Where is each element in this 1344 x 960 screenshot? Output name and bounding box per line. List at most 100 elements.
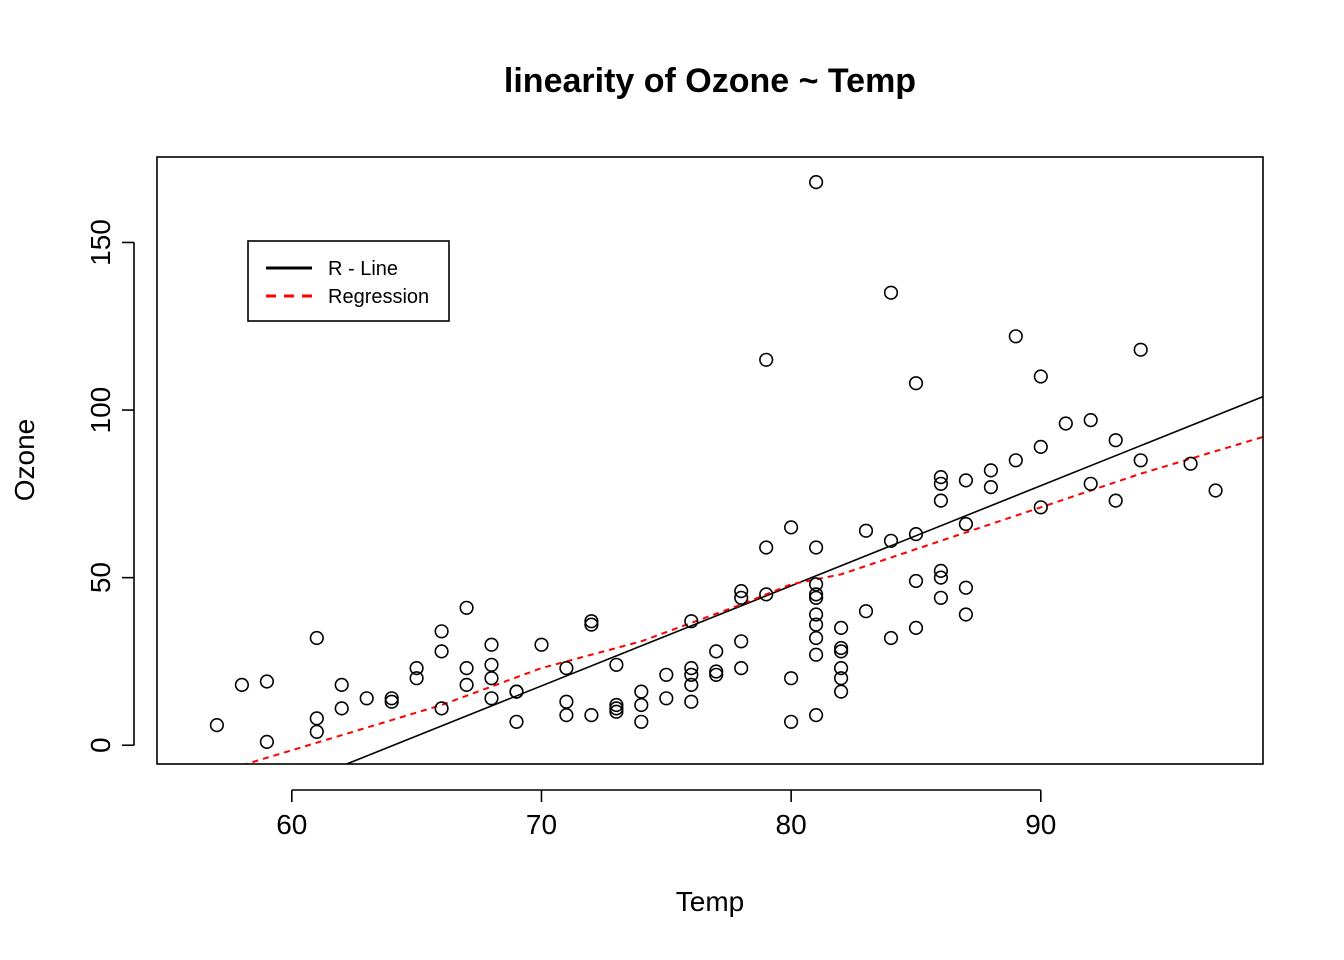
data-point <box>734 660 749 676</box>
data-point <box>808 590 824 605</box>
y-tick-label: 150 <box>85 219 116 266</box>
data-point <box>709 664 724 679</box>
legend-label-regression: Regression <box>328 286 429 308</box>
data-point <box>684 694 699 709</box>
data-point <box>459 600 474 615</box>
data-point <box>1008 453 1023 468</box>
data-point <box>958 607 974 622</box>
data-point <box>958 580 974 595</box>
data-point <box>808 607 824 622</box>
data-point <box>908 573 924 589</box>
data-point <box>808 577 824 592</box>
data-point <box>334 701 349 716</box>
data-point <box>309 724 324 739</box>
r-line <box>346 395 1263 764</box>
data-point <box>933 493 949 508</box>
data-point <box>958 516 974 532</box>
data-point <box>634 714 649 729</box>
data-point <box>1133 342 1148 357</box>
data-point <box>359 691 374 706</box>
y-tick-label: 50 <box>85 562 116 593</box>
data-point <box>659 667 674 682</box>
data-point <box>833 660 849 676</box>
data-point <box>559 707 574 723</box>
data-point <box>833 684 849 699</box>
data-point <box>734 590 749 605</box>
data-point <box>559 694 574 709</box>
legend-box <box>247 240 450 322</box>
data-point <box>659 691 674 706</box>
data-point <box>759 352 774 367</box>
data-point <box>1083 413 1098 428</box>
data-point <box>1033 439 1048 455</box>
data-point <box>833 640 849 656</box>
data-point <box>484 657 499 672</box>
data-point <box>1033 500 1048 515</box>
chart-title: linearity of Ozone ~ Temp <box>504 62 916 100</box>
data-point <box>808 707 824 723</box>
data-point <box>309 630 324 646</box>
data-point <box>933 563 949 579</box>
points-layer <box>209 175 1223 750</box>
data-point <box>1108 493 1123 508</box>
data-point <box>808 587 824 602</box>
data-point <box>609 704 624 719</box>
data-point <box>384 691 399 706</box>
axes-layer: 60 70 80 90 0 50 100 150 <box>85 219 1056 840</box>
data-point <box>808 630 824 646</box>
data-point <box>434 624 449 639</box>
legend: R - Line Regression <box>247 240 450 322</box>
data-point <box>684 667 699 682</box>
data-point <box>933 470 949 485</box>
data-point <box>634 684 649 699</box>
data-point <box>584 707 599 723</box>
data-point <box>684 660 699 676</box>
data-point <box>509 714 524 729</box>
data-point <box>933 570 949 585</box>
data-point <box>609 701 624 716</box>
data-point <box>908 526 924 542</box>
regression-line <box>242 435 1263 764</box>
data-point <box>808 175 824 190</box>
data-point <box>1183 456 1198 471</box>
data-point <box>409 671 424 686</box>
data-point <box>833 644 849 659</box>
data-point <box>908 376 924 391</box>
data-point <box>209 717 224 733</box>
data-point <box>409 660 424 676</box>
data-point <box>684 614 699 629</box>
data-point <box>709 667 724 682</box>
data-point <box>783 671 799 686</box>
data-point <box>958 473 974 488</box>
data-point <box>484 691 499 706</box>
data-point <box>584 617 599 632</box>
data-point <box>609 697 624 713</box>
data-point <box>1108 433 1123 448</box>
y-axis-label: Ozone <box>9 419 40 502</box>
y-tick-label: 100 <box>85 387 116 434</box>
x-axis-label: Temp <box>676 886 744 917</box>
data-point <box>858 604 874 619</box>
data-point <box>734 583 749 599</box>
data-point <box>983 480 999 495</box>
data-point <box>259 674 275 689</box>
data-point <box>1133 453 1148 468</box>
data-point <box>334 677 349 693</box>
data-point <box>459 677 474 693</box>
data-point <box>833 620 849 636</box>
data-point <box>734 634 749 649</box>
x-tick-label: 90 <box>1025 809 1056 840</box>
data-point <box>883 533 899 548</box>
data-point <box>759 540 774 555</box>
data-point <box>908 620 924 636</box>
data-point <box>1008 329 1023 344</box>
data-point <box>858 523 874 538</box>
data-point <box>559 660 574 676</box>
data-point <box>634 697 649 713</box>
data-point <box>783 714 799 729</box>
data-point <box>883 630 899 646</box>
data-point <box>609 657 624 672</box>
data-point <box>883 285 899 300</box>
data-point <box>684 677 699 693</box>
